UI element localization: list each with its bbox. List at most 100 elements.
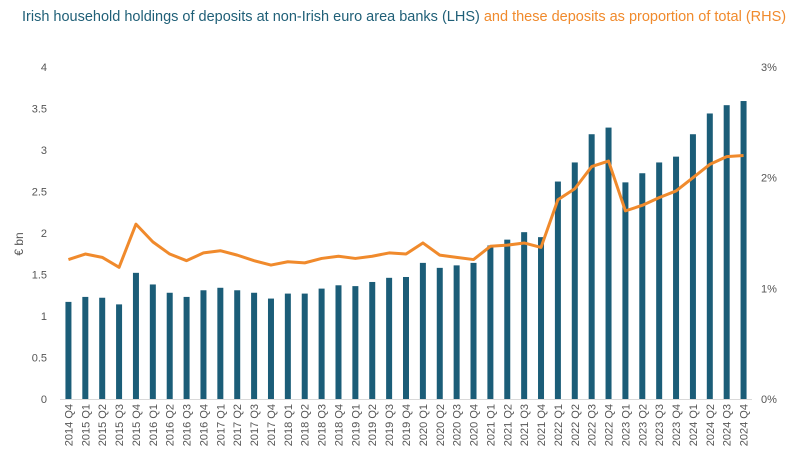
- bar: [504, 239, 511, 399]
- x-tick-label: 2015 Q3: [114, 404, 126, 446]
- x-tick-label: 2020 Q4: [469, 404, 481, 446]
- bar: [656, 162, 663, 399]
- bar: [65, 301, 72, 399]
- x-tick-label: 2018 Q2: [300, 404, 312, 446]
- title-lhs: Irish household holdings of deposits at …: [22, 9, 480, 25]
- bar: [99, 297, 106, 399]
- x-tick-label: 2019 Q1: [350, 404, 362, 446]
- x-tick-label: 2020 Q2: [435, 404, 447, 446]
- x-tick-label: 2017 Q3: [249, 404, 261, 446]
- right-tick-label: 1%: [761, 283, 777, 295]
- left-tick-label: 1: [41, 311, 47, 323]
- x-tick-label: 2022 Q2: [570, 404, 582, 446]
- x-tick-label: 2022 Q1: [553, 404, 565, 446]
- ratio-line: [67, 154, 744, 269]
- title-rhs: and these deposits as proportion of tota…: [479, 9, 787, 25]
- bar: [352, 286, 359, 399]
- x-tick-label: 2023 Q4: [671, 404, 683, 446]
- bar: [554, 181, 561, 399]
- bar: [284, 293, 291, 399]
- bar: [639, 173, 646, 399]
- chart-title: Irish household holdings of deposits at …: [22, 8, 792, 27]
- bar: [538, 237, 545, 399]
- x-tick-label: 2014 Q4: [63, 404, 75, 446]
- bar: [234, 290, 241, 399]
- bar: [706, 113, 713, 399]
- right-tick-label: 0%: [761, 394, 777, 406]
- x-tick-label: 2017 Q1: [215, 404, 227, 446]
- x-tick-label: 2024 Q3: [722, 404, 734, 446]
- left-tick-label: 3: [41, 145, 47, 157]
- x-tick-label: 2019 Q4: [401, 404, 413, 446]
- bar: [740, 101, 747, 399]
- bar: [116, 304, 123, 399]
- x-tick-label: 2023 Q3: [654, 404, 666, 446]
- left-tick-label: 4: [41, 62, 47, 74]
- bar: [487, 245, 494, 399]
- x-tick-label: 2019 Q2: [367, 404, 379, 446]
- x-tick-label: 2021 Q2: [502, 404, 514, 446]
- x-tick-label: 2018 Q4: [333, 404, 345, 446]
- x-tick-label: 2023 Q1: [620, 404, 632, 446]
- x-tick-label: 2015 Q2: [97, 404, 109, 446]
- bar: [673, 156, 680, 399]
- bar: [622, 182, 629, 399]
- bar: [183, 296, 190, 399]
- x-tick-label: 2016 Q1: [148, 404, 160, 446]
- bar: [132, 272, 139, 399]
- x-tick-label: 2021 Q4: [536, 404, 548, 446]
- right-tick-label: 3%: [761, 62, 777, 74]
- x-tick-label: 2017 Q4: [266, 404, 278, 446]
- left-tick-label: 0.5: [32, 353, 47, 365]
- bar: [335, 285, 342, 399]
- bar: [723, 105, 730, 400]
- x-tick-label: 2024 Q2: [705, 404, 717, 446]
- x-tick-label: 2019 Q3: [384, 404, 396, 446]
- bar: [419, 262, 426, 399]
- bar: [689, 134, 696, 400]
- bar: [588, 134, 595, 400]
- left-tick-label: 2.5: [32, 187, 47, 199]
- bar: [200, 290, 207, 399]
- x-tick-label: 2017 Q2: [232, 404, 244, 446]
- x-tick-label: 2024 Q1: [688, 404, 700, 446]
- x-tick-label: 2021 Q3: [519, 404, 531, 446]
- bar: [386, 277, 393, 399]
- bar: [82, 296, 89, 399]
- right-tick-label: 2%: [761, 173, 777, 185]
- bar: [403, 276, 409, 399]
- x-tick-label: 2023 Q2: [637, 404, 649, 446]
- x-tick-label: 2022 Q3: [587, 404, 599, 446]
- x-tick-label: 2020 Q1: [418, 404, 430, 446]
- x-tick-label: 2020 Q3: [452, 404, 464, 446]
- x-tick-label: 2021 Q1: [485, 404, 497, 446]
- bar: [318, 288, 325, 399]
- bar: [217, 287, 224, 399]
- left-tick-label: 0: [41, 394, 47, 406]
- x-tick-label: 2016 Q4: [198, 404, 210, 446]
- bar: [251, 292, 258, 399]
- x-tick-label: 2018 Q1: [283, 404, 295, 446]
- x-tick-label: 2024 Q4: [739, 404, 751, 446]
- bar: [436, 267, 443, 399]
- left-tick-label: 3.5: [32, 104, 47, 116]
- bar: [301, 293, 308, 399]
- x-tick-label: 2015 Q4: [131, 404, 143, 446]
- x-tick-label: 2016 Q2: [165, 404, 177, 446]
- x-tick-label: 2022 Q4: [604, 404, 616, 446]
- bar: [571, 162, 578, 399]
- bar: [521, 232, 528, 399]
- bar: [453, 265, 460, 399]
- bar: [166, 292, 173, 399]
- bar: [470, 262, 477, 399]
- y-axis-label: € bn: [12, 232, 26, 255]
- x-tick-label: 2015 Q1: [80, 404, 92, 446]
- bar: [149, 284, 156, 399]
- bar: [605, 127, 612, 399]
- x-tick-label: 2018 Q3: [317, 404, 329, 446]
- bar: [369, 281, 376, 399]
- left-tick-label: 1.5: [32, 270, 47, 282]
- left-tick-label: 2: [41, 228, 47, 240]
- bar: [267, 298, 274, 399]
